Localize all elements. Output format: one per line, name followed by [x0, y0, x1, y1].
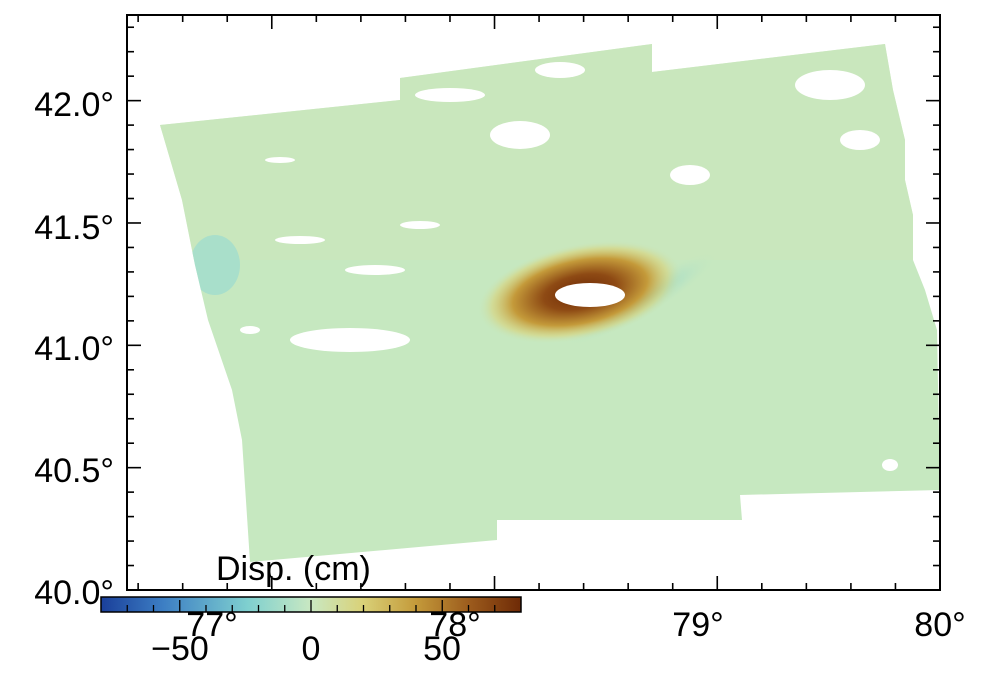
map-frame [126, 14, 941, 591]
y-axis-labels: 42.0° 41.5° 41.0° 40.5° 40.0° [34, 86, 114, 612]
colorbar-tick-label: 0 [302, 630, 321, 668]
colorbar: Disp. (cm) −50 0 50 [100, 550, 522, 668]
decorrelation-gaps [240, 62, 898, 471]
y-tick-label: 41.5° [34, 209, 114, 247]
x-tick-label: 79° [672, 606, 723, 644]
colorbar-title: Disp. (cm) [216, 550, 371, 588]
colorbar-tick-label: 50 [423, 630, 461, 668]
colorbar-tick-label: −50 [151, 630, 209, 668]
west-anomaly [190, 235, 240, 295]
x-tick-label: 80° [914, 606, 965, 644]
colorbar-ticks [126, 600, 496, 612]
y-tick-label: 41.0° [34, 330, 114, 368]
tick-marks [127, 15, 941, 591]
y-tick-label: 40.5° [34, 452, 114, 490]
y-tick-label: 42.0° [34, 86, 114, 124]
displacement-swath [160, 44, 940, 562]
